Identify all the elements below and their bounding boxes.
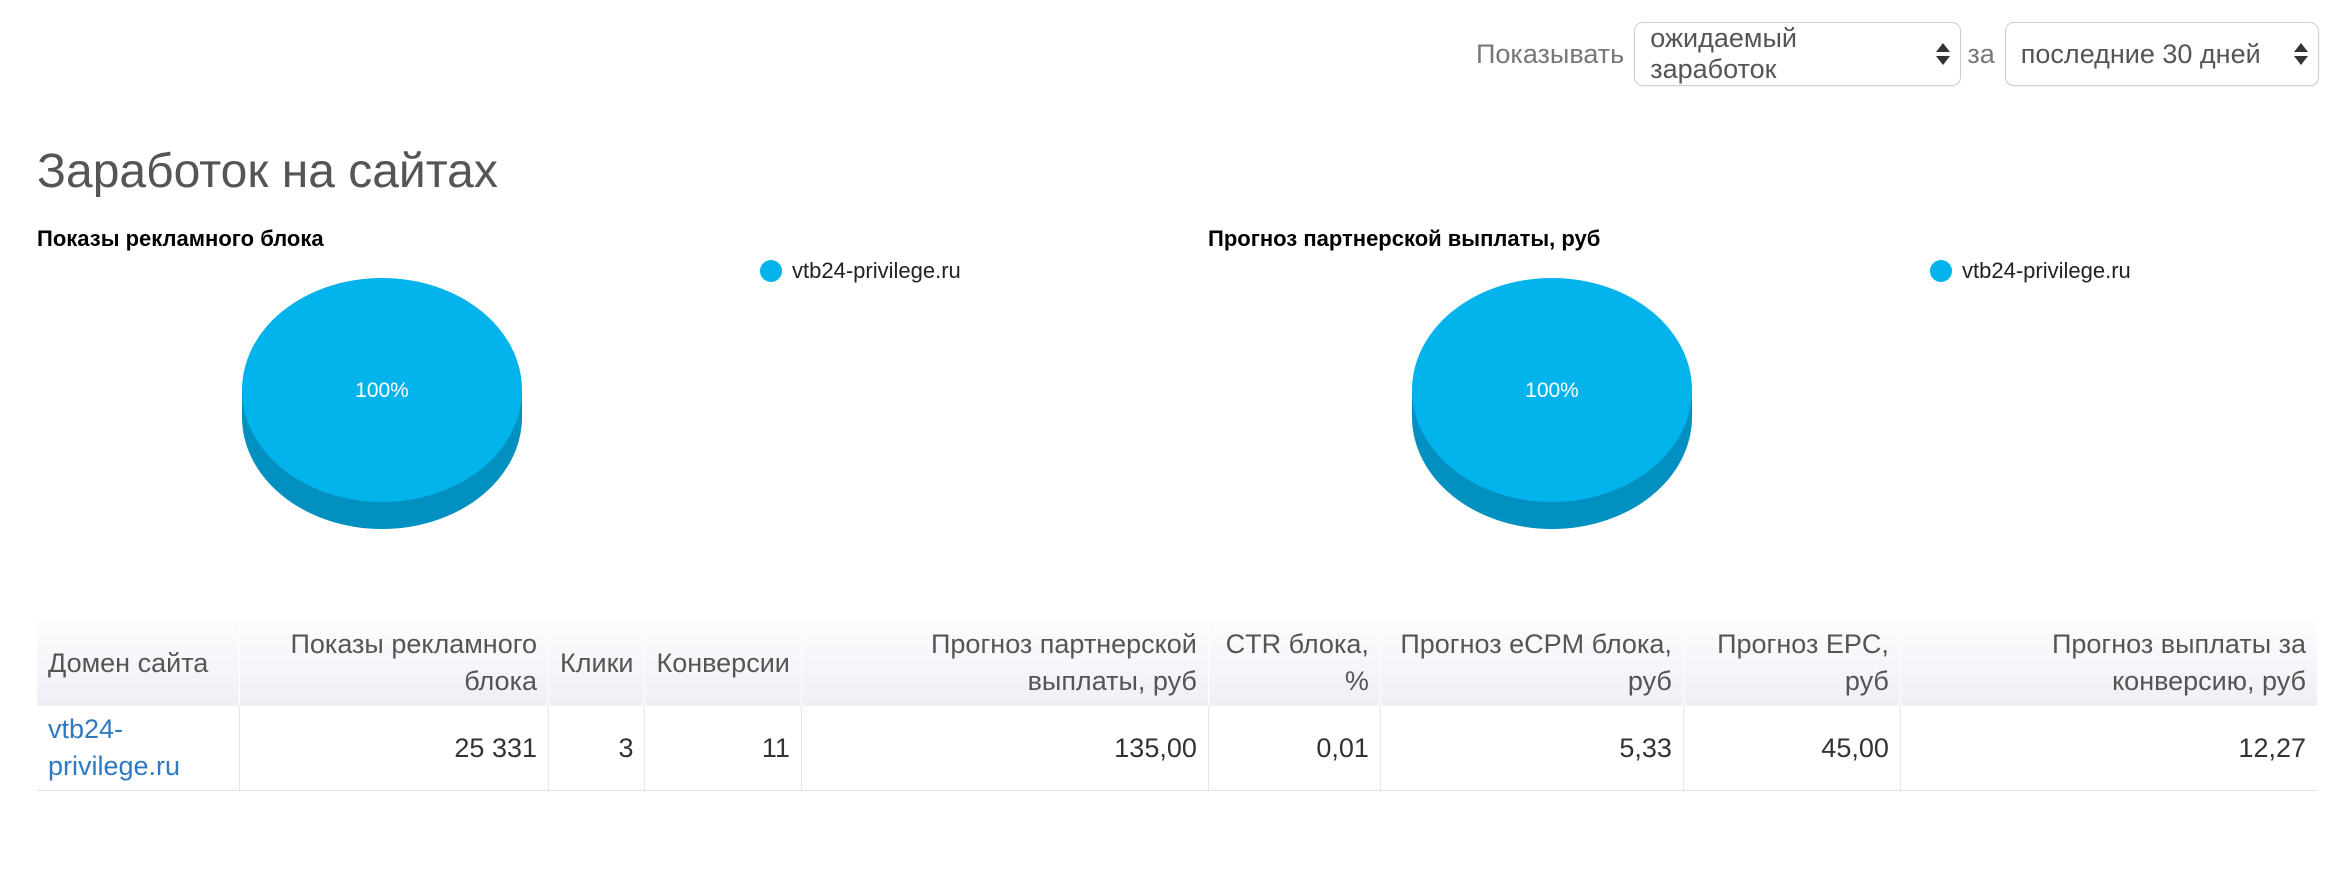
column-header-clicks[interactable]: Клики [547,620,645,706]
select-arrows-icon [1936,43,1951,65]
pie-slice[interactable] [1412,278,1692,502]
period-select[interactable]: последние 30 дней [2004,22,2319,86]
page-title: Заработок на сайтах [37,145,498,198]
pie-chart-impressions: 100% [242,278,522,529]
column-header-payout-forecast[interactable]: Прогноз партнерской выплаты, руб [800,620,1209,706]
select-arrows-icon [2294,43,2308,65]
table-header-row: Домен сайта Показы рекламного блока Клик… [37,620,2317,706]
cell-ctr: 0,01 [1207,706,1381,791]
column-header-conversions[interactable]: Конверсии [644,620,802,706]
period-value: последние 30 дней [2020,38,2261,69]
cell-payout-forecast: 135,00 [800,706,1209,791]
column-header-impressions[interactable]: Показы рекламного блока [239,620,549,706]
column-header-ecpm[interactable]: Прогноз eCPM блока, руб [1379,620,1684,706]
legend-item[interactable]: vtb24-privilege.ru [760,258,961,284]
legend-label: vtb24-privilege.ru [792,258,961,283]
cell-domain: vtb24-privilege.ru [37,706,240,791]
show-label: Показывать [1476,38,1625,69]
column-header-payout-per-conversion[interactable]: Прогноз выплаты за конверсию, руб [1899,620,2317,706]
legend-label: vtb24-privilege.ru [1962,258,2131,283]
legend-dot-icon [1930,260,1952,282]
column-header-ctr[interactable]: CTR блока, % [1207,620,1381,706]
pie-slice-label: 100% [355,379,409,402]
chart-title-payout: Прогноз партнерской выплаты, руб [1208,226,1601,251]
table-row: vtb24-privilege.ru 25 331 3 11 135,00 0,… [37,706,2317,791]
earnings-table: Домен сайта Показы рекламного блока Клик… [37,620,2317,791]
pie-slice-label: 100% [1525,379,1579,402]
filter-bar: Показывать ожидаемый заработок за послед… [1476,21,2319,87]
cell-epc: 45,00 [1682,706,1901,791]
domain-link[interactable]: vtb24-privilege.ru [48,714,181,781]
cell-ecpm: 5,33 [1379,706,1684,791]
cell-conversions: 11 [644,706,802,791]
cell-clicks: 3 [547,706,645,791]
legend-item[interactable]: vtb24-privilege.ru [1930,258,2131,284]
show-metric-value: ожидаемый заработок [1650,23,1797,84]
period-label: за [1967,38,1995,69]
cell-payout-per-conversion: 12,27 [1899,706,2317,791]
chart-title-impressions: Показы рекламного блока [37,226,324,251]
pie-chart-payout: 100% [1412,278,1692,529]
show-metric-select[interactable]: ожидаемый заработок [1634,22,1962,86]
column-header-domain[interactable]: Домен сайта [37,620,240,706]
column-header-epc[interactable]: Прогноз EPC, руб [1682,620,1901,706]
cell-impressions: 25 331 [239,706,549,791]
legend-dot-icon [760,260,782,282]
pie-slice[interactable] [242,278,522,502]
